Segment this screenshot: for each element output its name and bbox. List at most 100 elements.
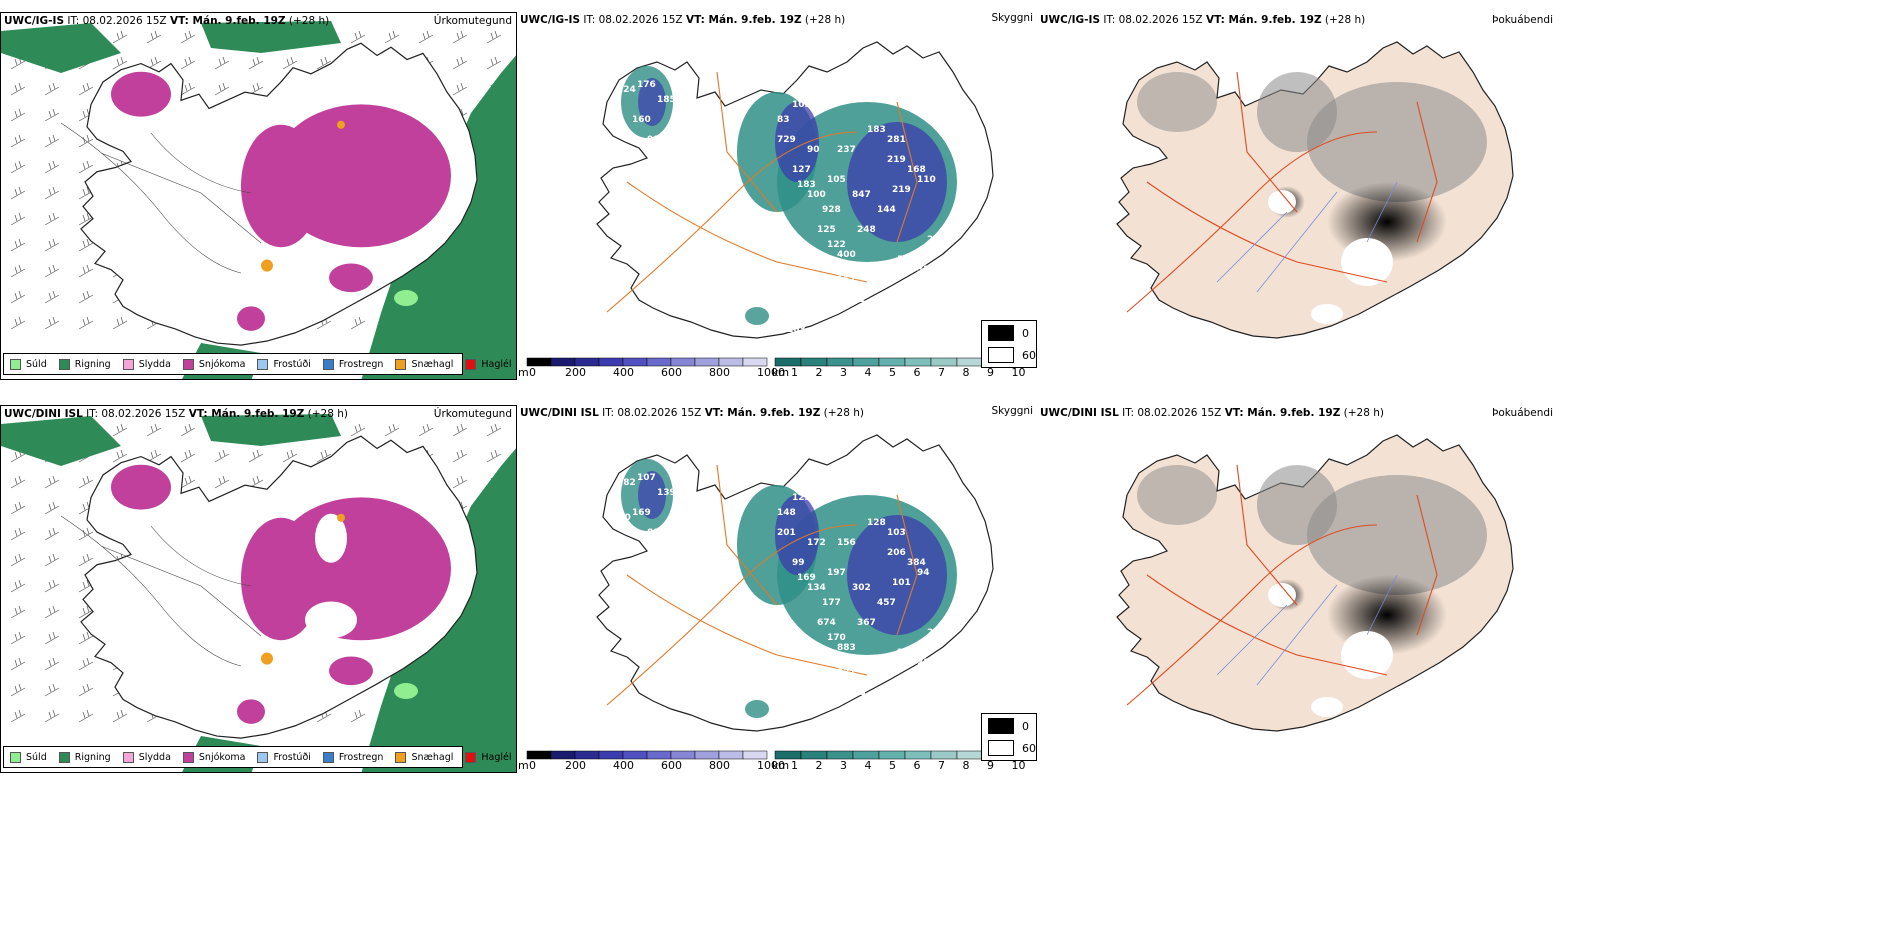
visibility-panel: UWC/DINI ISL IT: 08.02.2026 15Z VT: Mán.… (517, 405, 1037, 773)
distance-scale-cell (774, 357, 802, 367)
elevation-label: 729 (777, 135, 796, 145)
legend-label: Frostregn (338, 358, 384, 370)
terrain-height-area (638, 78, 666, 126)
elevation-label: 327 (917, 265, 936, 275)
ice-pellet-area (337, 120, 345, 129)
snow-area (329, 263, 373, 293)
elevation-label: 89 (647, 528, 660, 538)
lead-time: (+28 h) (304, 408, 349, 420)
legend-item-súld: Súld (10, 358, 47, 370)
elevation-label: 182 (857, 708, 876, 718)
issue-time: 08.02.2026 15Z (82, 15, 167, 27)
distance-scale-tick: 2 (815, 366, 823, 379)
fog-legend-label: 60 (1022, 741, 1036, 755)
legend-item-rigning: Rigning (58, 751, 111, 763)
elevation-label: 197 (807, 653, 826, 663)
dry-gap (315, 513, 347, 563)
distance-scale-cell (930, 357, 958, 367)
panel-title: Skyggni (991, 405, 1034, 417)
height-scale-cell (670, 750, 696, 760)
legend-label: Súld (26, 751, 47, 763)
elevation-label: 156 (837, 538, 856, 548)
distance-scale-cell (956, 750, 984, 760)
model-name: UWC/IG-IS (4, 15, 65, 27)
precip-type-panel: UWC/IG-IS IT: 08.02.2026 15Z VT: Mán. 9.… (0, 12, 517, 380)
precip-map (1, 21, 516, 379)
height-scale-cell (646, 357, 672, 367)
distance-scale-cell (878, 357, 906, 367)
elevation-label: 169 (797, 573, 816, 583)
elevation-label: 122 (827, 240, 846, 250)
height-scale (526, 357, 1036, 367)
panel-title: Þokuábendi (1492, 14, 1553, 26)
elevation-label: 200 (807, 260, 826, 270)
elevation-label: 384 (907, 558, 926, 568)
valid-time: Mán. 9.feb. 19Z (708, 14, 802, 26)
elevation-label: 237 (837, 145, 856, 155)
height-scale-tick: 200 (565, 759, 586, 772)
elevation-label: 400 (837, 250, 856, 260)
legend-label: Haglél (481, 751, 512, 763)
iceland-outline (596, 41, 994, 339)
height-scale-tick: 200 (565, 366, 586, 379)
elevation-label: 177 (822, 598, 841, 608)
legend-item-rigning: Rigning (58, 358, 111, 370)
distance-scale-tick: 1 (791, 366, 798, 379)
elevation-label: 123 (792, 493, 811, 503)
height-scale-cell (742, 357, 768, 367)
elevation-label: 144 (877, 205, 896, 215)
distance-scale-tick: 4 (864, 366, 872, 379)
elevation-label: 289 (757, 235, 776, 245)
elevation-label: 219 (887, 155, 906, 165)
legend-label: Snæhagl (411, 358, 454, 370)
valid-time-label: VT: (685, 14, 709, 26)
glacier-area (1341, 238, 1393, 286)
height-scale (526, 750, 1036, 760)
elevation-label: 95 (637, 175, 650, 185)
model-name: UWC/IG-IS (520, 14, 581, 26)
panel-header: UWC/IG-IS IT: 08.02.2026 15Z VT: Mán. 9.… (1040, 14, 1365, 26)
height-scale-tick: 400 (613, 366, 634, 379)
low-visibility-area (745, 307, 769, 325)
glacier-area (1268, 190, 1296, 214)
legend-item-frostregn: Frostregn (322, 751, 383, 763)
distance-scale-cell (800, 357, 828, 367)
fog-index-panel: UWC/DINI ISL IT: 08.02.2026 15Z VT: Mán.… (1037, 405, 1557, 773)
height-scale-cell (694, 750, 720, 760)
panel-header: UWC/DINI ISL IT: 08.02.2026 15Z VT: Mán.… (520, 407, 864, 419)
elevation-label: 231 (837, 668, 856, 678)
distance-scale-cell (852, 750, 880, 760)
elevation-label: 83 (777, 115, 790, 125)
height-scale-cell (694, 357, 720, 367)
legend-item-frostregn: Frostregn (322, 358, 384, 370)
legend-swatch (182, 751, 194, 763)
issue-time-label: IT: (1118, 407, 1138, 419)
elevation-label: 160 (632, 115, 651, 125)
elevation-label: 209 (897, 648, 916, 658)
issue-time: 08.02.2026 15Z (598, 14, 683, 26)
terrain-lines (60, 122, 262, 274)
elevation-label: 80 (612, 120, 625, 130)
distance-scale-cell (904, 750, 932, 760)
panel-header: UWC/DINI ISL IT: 08.02.2026 15Z VT: Mán.… (4, 408, 348, 420)
legend-label: Rigning (74, 751, 111, 763)
elevation-label: 105 (792, 100, 811, 110)
elevation-label: 97 (627, 150, 640, 160)
panel-header: UWC/IG-IS IT: 08.02.2026 15Z VT: Mán. 9.… (520, 14, 845, 26)
snow-area (111, 71, 171, 117)
glacier-area (1311, 304, 1343, 324)
model-name: UWC/DINI ISL (520, 407, 599, 419)
lead-time: (+28 h) (801, 14, 846, 26)
distance-scale-cell (930, 750, 958, 760)
valid-time-label: VT: (1224, 407, 1248, 419)
elevation-label: 201 (847, 295, 866, 305)
legend-label: Súld (26, 358, 47, 370)
legend-swatch (257, 358, 269, 370)
height-scale-tick: 800 (709, 366, 730, 379)
height-scale-cell (550, 750, 576, 760)
distance-scale-tick: 8 (962, 759, 970, 772)
iceland-outline (80, 435, 478, 739)
legend-swatch (10, 751, 21, 763)
distance-scale-cell (826, 750, 854, 760)
legend-label: Slydda (138, 751, 171, 763)
